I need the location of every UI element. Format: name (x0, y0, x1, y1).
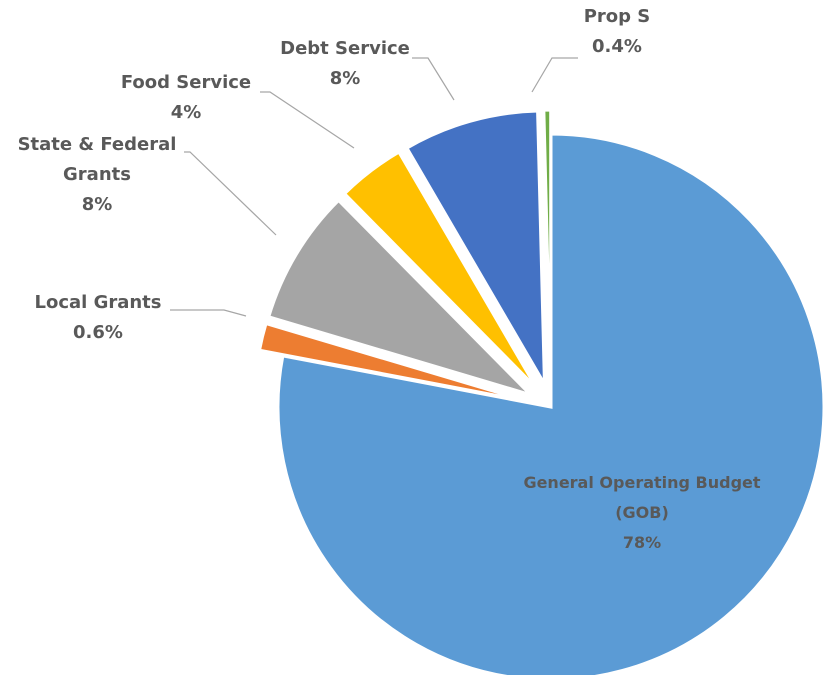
slice-label-4: Debt Service 8% (280, 38, 410, 89)
slice-name-text: Prop S (584, 6, 651, 27)
leader-line-2 (184, 151, 277, 236)
slice-name-text: General Operating Budget (523, 473, 760, 492)
pie-slice-1 (257, 321, 529, 403)
slice-percent-text: 0.6% (73, 322, 123, 343)
slice-label-2: State & Federal Grants 8% (18, 134, 177, 215)
slice-label-5: Prop S 0.4% (584, 6, 651, 57)
slice-name-text: (GOB) (615, 503, 669, 522)
leader-line-4 (412, 57, 455, 101)
slice-label-1: Local Grants 0.6% (34, 292, 161, 343)
slice-label-3: Food Service 4% (121, 72, 251, 123)
pie-slice-2 (266, 198, 532, 397)
slice-percent-text: 4% (171, 102, 202, 123)
pie-slice-3 (342, 150, 538, 389)
slice-name-text: Food Service (121, 72, 251, 93)
slice-percent-text: 8% (82, 194, 113, 215)
slice-name-text: Local Grants (34, 292, 161, 313)
slice-name-text: State & Federal (18, 134, 177, 155)
slice-label-0: General Operating Budget (GOB) 78% (523, 473, 760, 552)
leader-line-3 (260, 91, 355, 149)
pie-slice-0 (276, 132, 823, 675)
slice-percent-text: 0.4% (592, 36, 642, 57)
slice-percent-text: 8% (330, 68, 361, 89)
leader-line-5 (531, 57, 578, 93)
pie-slice-5 (542, 108, 553, 384)
leader-line-1 (170, 309, 247, 317)
slice-name-text: Debt Service (280, 38, 410, 59)
pie-slice-4 (404, 109, 546, 385)
slice-percent-text: 78% (623, 533, 661, 552)
slice-name-text: Grants (63, 164, 131, 185)
